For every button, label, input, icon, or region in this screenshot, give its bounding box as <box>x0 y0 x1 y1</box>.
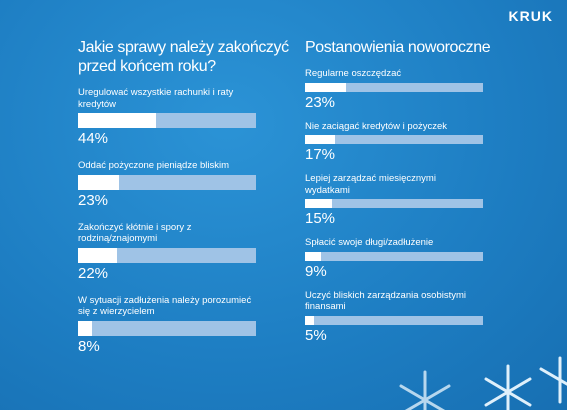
value-label: 22% <box>78 264 109 282</box>
value-label: 9% <box>305 262 327 280</box>
category-label: W sytuacji zadłużenia należy porozumieć … <box>78 294 252 318</box>
value-label: 15% <box>305 210 336 227</box>
bar-track <box>305 199 483 208</box>
chart-panel: Jakie sprawy należy zakończyć przed końc… <box>78 38 289 368</box>
bar-item: W sytuacji zadłużenia należy porozumieć … <box>78 295 256 356</box>
category-label: Nie zaciągać kredytów i pożyczek <box>305 120 448 132</box>
category-label: Regularne oszczędzać <box>305 68 402 79</box>
bar-item: Nie zaciągać kredytów i pożyczek 17% <box>305 121 483 165</box>
logo: KRUK <box>508 8 553 24</box>
bar-item: Uregulować wszystkie rachunki i raty kre… <box>78 87 256 148</box>
chart-panel: Postanowienia noworoczne Regularne oszczę… <box>305 38 491 354</box>
value-label: 23% <box>305 93 336 111</box>
bar-track <box>78 320 256 336</box>
category-label: Zakończyć kłótnie i spory z rodziną/znaj… <box>78 221 192 245</box>
bar <box>305 251 322 261</box>
bar <box>78 113 157 128</box>
bar-item: Spłacić swoje długi/zadłużenie 9% <box>305 237 483 281</box>
bar <box>78 320 93 336</box>
value-label: 23% <box>78 191 109 209</box>
bar-item: Zakończyć kłótnie i spory z rodziną/znaj… <box>78 222 256 283</box>
bar-track <box>305 251 483 261</box>
category-label: Oddać pożyczone pieniądze bliskim <box>78 160 230 171</box>
bar-track <box>305 82 483 92</box>
bar-item: Oddać pożyczone pieniądze bliskim 23% <box>78 160 256 210</box>
value-label: 44% <box>78 130 109 147</box>
category-label: Uregulować wszystkie rachunki i raty kre… <box>78 87 234 110</box>
bar <box>78 174 119 190</box>
bar-track <box>78 247 256 263</box>
chart-title: Postanowienia noworoczne <box>305 39 491 56</box>
bar-track <box>305 315 483 325</box>
bar <box>305 315 314 325</box>
category-label: Lepiej zarządzać miesięcznymi wydatkami <box>305 173 436 196</box>
category-label: Uczyć bliskich zarządzania osobistymi fi… <box>305 289 467 313</box>
chart-title: Jakie sprawy należy zakończyć przed końc… <box>78 39 289 75</box>
bar <box>305 135 336 144</box>
bar-item: Lepiej zarządzać miesięcznymi wydatkami 1… <box>305 173 483 228</box>
bar <box>78 247 118 263</box>
category-label: Spłacić swoje długi/zadłużenie <box>305 237 434 248</box>
bar <box>305 199 332 208</box>
value-label: 17% <box>305 146 336 163</box>
value-label: 8% <box>78 337 100 355</box>
bar <box>305 82 346 92</box>
value-label: 5% <box>305 326 327 344</box>
bar-track <box>78 113 256 128</box>
bar-item: Regularne oszczędzać 23% <box>305 68 483 112</box>
bar-item: Uczyć bliskich zarządzania osobistymi fi… <box>305 290 483 345</box>
bar-track <box>305 135 483 144</box>
bar-track <box>78 174 256 190</box>
